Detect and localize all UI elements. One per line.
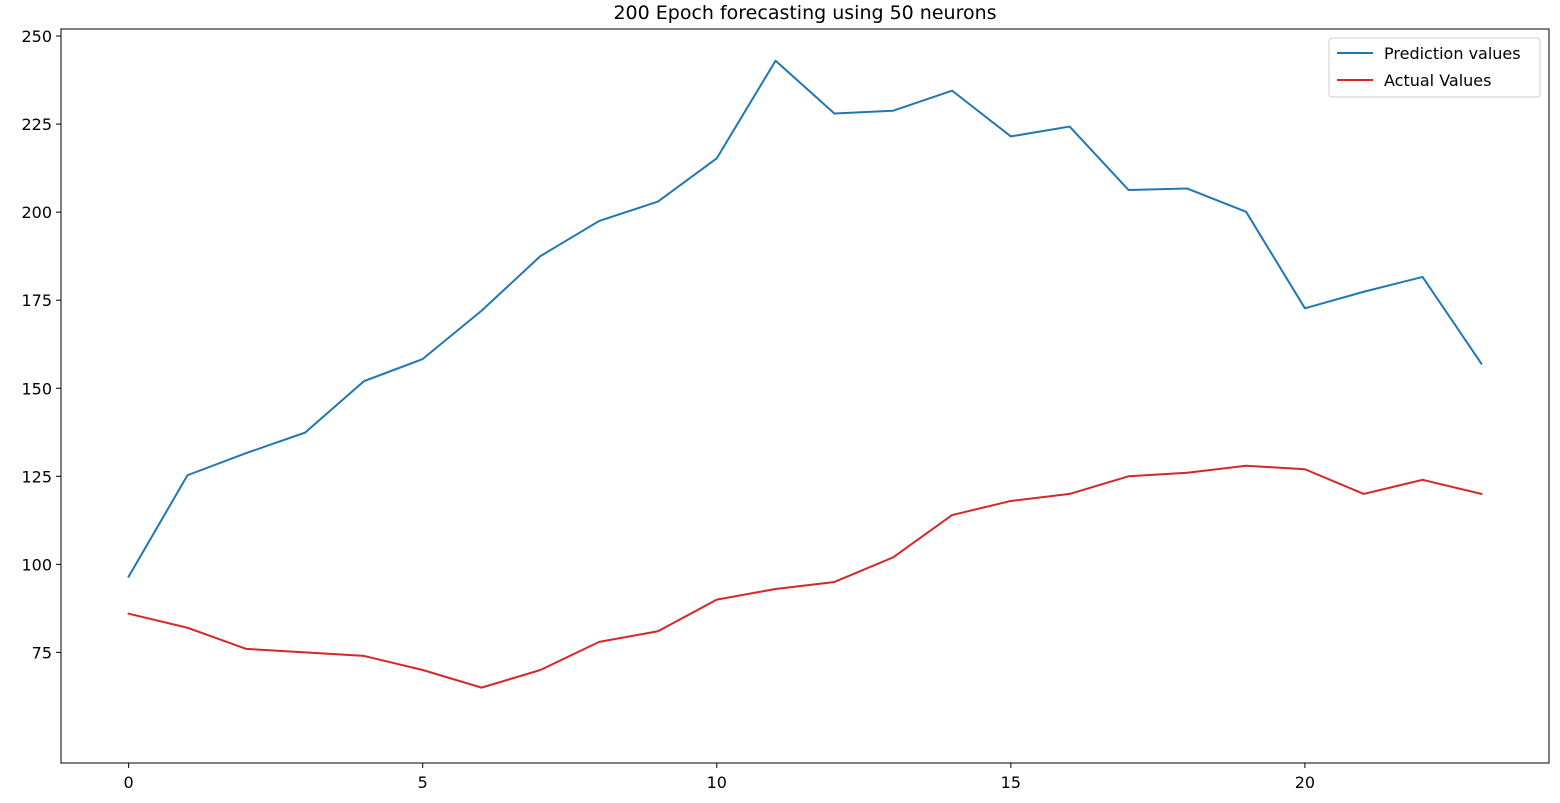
series-line-actual	[127, 464, 1483, 689]
y-tick-label: 75	[32, 643, 52, 662]
legend-label: Actual Values	[1384, 71, 1491, 90]
y-tick-label: 175	[21, 291, 52, 310]
y-tick-label: 100	[21, 555, 52, 574]
series-line-prediction	[127, 59, 1483, 579]
y-tick-label: 250	[21, 27, 52, 46]
chart-title: 200 Epoch forecasting using 50 neurons	[613, 2, 996, 24]
plot-area	[127, 59, 1483, 689]
x-tick-label: 5	[418, 773, 428, 792]
x-tick-label: 0	[124, 773, 134, 792]
legend-label: Prediction values	[1384, 44, 1521, 63]
legend: Prediction values Actual Values	[1328, 37, 1541, 98]
x-tick-label: 15	[1001, 773, 1021, 792]
y-tick-label: 225	[21, 115, 52, 134]
x-tick-label: 10	[707, 773, 727, 792]
y-tick-label: 200	[21, 203, 52, 222]
legend-box	[1328, 37, 1541, 98]
x-tick-label: 20	[1295, 773, 1315, 792]
y-tick-label: 150	[21, 379, 52, 398]
plot-frame	[60, 28, 1550, 764]
y-tick-label: 125	[21, 467, 52, 486]
